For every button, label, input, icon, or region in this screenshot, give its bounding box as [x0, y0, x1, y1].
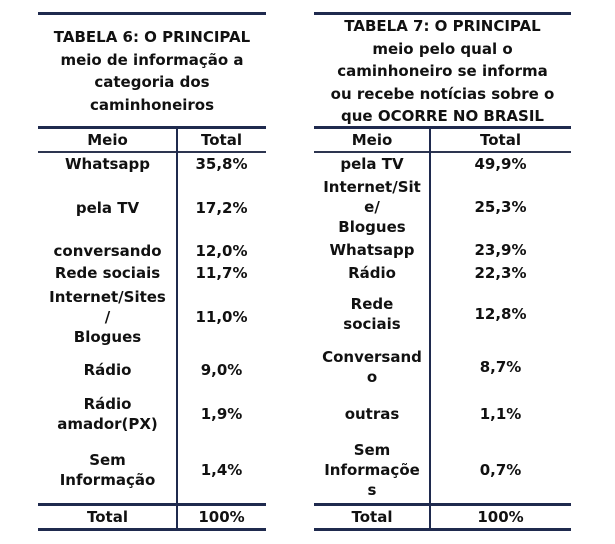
total-cell: 11,0%: [195, 307, 248, 326]
meio-cell: Meio: [87, 131, 128, 149]
table-row: pela TV 49,9%: [314, 152, 571, 175]
header-rule: [38, 126, 266, 129]
total-cell: Total: [480, 131, 521, 149]
table-row: Rádio 9,0%: [38, 348, 266, 392]
meio-cell: Internet/Sites / Blogues: [49, 287, 166, 346]
table-row: Rede sociais 12,8%: [314, 285, 571, 342]
meio-cell: pela TV: [75, 198, 140, 217]
total-cell: 23,9%: [474, 240, 527, 259]
table-row: pela TV 17,2%: [38, 175, 266, 240]
header-rule: [314, 126, 571, 129]
table-row: Sem Informaçõe s 0,7%: [314, 436, 571, 503]
table-row: outras 1,1%: [314, 392, 571, 436]
header-row: Meio Total: [314, 129, 571, 151]
meio-cell: Rádio amador(PX): [57, 395, 158, 433]
total-cell: 100%: [477, 508, 524, 526]
table-row: Whatsapp 23,9%: [314, 238, 571, 261]
total-cell: 12,0%: [195, 241, 248, 260]
total-cell: 17,2%: [195, 198, 248, 217]
meio-cell: Total: [87, 508, 128, 526]
meio-cell: Rede sociais: [54, 264, 161, 282]
meio-cell: pela TV: [340, 154, 404, 173]
total-cell: Total: [201, 131, 242, 149]
footer-rule: [38, 503, 266, 506]
meio-cell: Total: [351, 508, 393, 526]
meio-cell: Sem Informação: [59, 450, 156, 489]
total-cell: 22,3%: [474, 264, 527, 282]
column-divider: [429, 128, 431, 528]
bottom-rule: [38, 528, 266, 531]
top-rule: [314, 12, 571, 15]
table-row: Internet/Sites / Blogues 11,0%: [38, 285, 266, 348]
total-cell: 11,7%: [195, 264, 248, 282]
meio-cell: conversando: [53, 241, 162, 260]
meio-cell: Sem Informaçõe s: [324, 440, 420, 499]
table-title: TABELA 6: O PRINCIPAL meio de informação…: [53, 28, 251, 114]
total-cell: 0,7%: [479, 460, 522, 479]
table-row: conversando 12,0%: [38, 240, 266, 261]
meio-cell: Whatsapp: [64, 154, 151, 173]
total-cell: 9,0%: [200, 361, 243, 379]
meio-cell: Rede sociais: [343, 294, 401, 333]
total-cell: 100%: [198, 508, 245, 526]
total-cell: 25,3%: [474, 197, 527, 216]
total-cell: 49,9%: [474, 154, 527, 173]
header-divider: [38, 151, 266, 153]
meio-cell: Whatsapp: [329, 240, 415, 259]
meio-cell: Meio: [351, 131, 393, 149]
total-row: Total 100%: [314, 506, 571, 528]
meio-cell: outras: [344, 405, 400, 423]
meio-cell: Conversand o: [322, 348, 422, 386]
table-row: Internet/Sit e/ Blogues 25,3%: [314, 175, 571, 238]
header-divider: [314, 151, 571, 153]
total-cell: 1,9%: [200, 405, 243, 423]
meio-cell: Rádio: [348, 264, 396, 282]
table-7: TABELA 7: O PRINCIPAL meio pelo qual o c…: [314, 12, 571, 532]
top-rule: [38, 12, 266, 15]
bottom-rule: [314, 528, 571, 531]
header-row: Meio Total: [38, 129, 266, 151]
total-cell: 35,8%: [195, 154, 248, 173]
table-row: Conversand o 8,7%: [314, 342, 571, 392]
table-6: TABELA 6: O PRINCIPAL meio de informação…: [38, 12, 266, 532]
footer-rule: [314, 503, 571, 506]
column-divider: [176, 128, 178, 528]
total-cell: 1,1%: [479, 405, 522, 423]
total-cell: 1,4%: [200, 460, 243, 479]
table-row: Rádio amador(PX) 1,9%: [38, 392, 266, 436]
table-row: Rádio 22,3%: [314, 261, 571, 285]
meio-cell: Rádio: [83, 361, 132, 379]
total-cell: 8,7%: [479, 358, 522, 376]
table-row: Whatsapp 35,8%: [38, 152, 266, 175]
table-row: Sem Informação 1,4%: [38, 436, 266, 503]
table-row: Rede sociais 11,7%: [38, 261, 266, 285]
total-cell: 12,8%: [474, 304, 527, 323]
total-row: Total 100%: [38, 506, 266, 528]
meio-cell: Internet/Sit e/ Blogues: [323, 177, 421, 236]
table-title: TABELA 7: O PRINCIPAL meio pelo qual o c…: [330, 17, 555, 125]
